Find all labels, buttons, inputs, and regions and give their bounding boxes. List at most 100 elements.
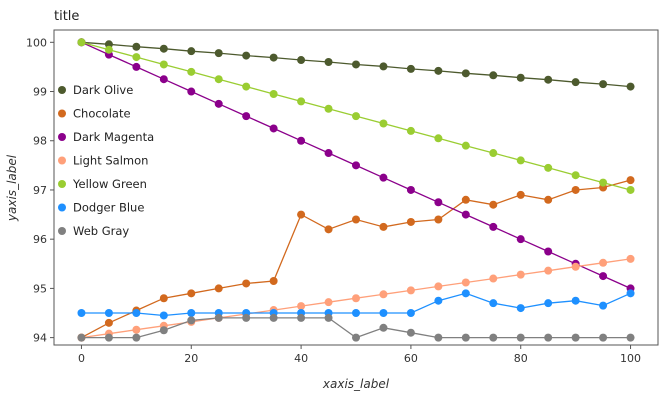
data-point-dodger-blue xyxy=(626,289,635,298)
series-points xyxy=(77,38,635,342)
data-point-dodger-blue xyxy=(104,309,113,318)
data-point-web-gray xyxy=(626,333,635,342)
data-point-light-salmon xyxy=(489,274,498,283)
data-point-yellow-green xyxy=(214,75,223,84)
y-tick-label: 94 xyxy=(33,332,47,345)
data-point-dark-magenta xyxy=(132,62,141,71)
data-point-chocolate xyxy=(269,277,278,286)
data-point-dark-olive xyxy=(214,49,223,58)
legend-label-dark-magenta: Dark Magenta xyxy=(73,130,154,144)
data-point-dodger-blue xyxy=(599,301,608,310)
data-point-dark-olive xyxy=(516,73,525,82)
data-point-web-gray xyxy=(132,333,141,342)
data-point-yellow-green xyxy=(544,163,553,172)
data-point-chocolate xyxy=(297,210,306,219)
data-point-dodger-blue xyxy=(132,309,141,318)
data-point-dark-magenta xyxy=(214,99,223,108)
data-point-dark-magenta xyxy=(379,173,388,182)
data-point-web-gray xyxy=(159,326,168,335)
y-tick-label: 95 xyxy=(33,282,47,295)
legend-swatch-dodger-blue xyxy=(58,203,66,212)
data-point-dodger-blue xyxy=(159,311,168,320)
data-point-web-gray xyxy=(297,313,306,322)
data-point-dark-olive xyxy=(324,57,333,66)
data-point-dark-magenta xyxy=(516,235,525,244)
data-point-dark-olive xyxy=(544,75,553,84)
data-point-dark-magenta xyxy=(324,149,333,158)
data-point-chocolate xyxy=(352,215,360,224)
data-point-dark-magenta xyxy=(352,161,360,170)
data-point-chocolate xyxy=(104,318,113,327)
data-point-dark-olive xyxy=(269,53,278,62)
data-point-dodger-blue xyxy=(489,299,498,308)
data-point-light-salmon xyxy=(297,302,306,311)
data-point-yellow-green xyxy=(242,82,251,91)
data-point-dark-magenta xyxy=(269,124,278,133)
data-point-dark-olive xyxy=(187,47,196,56)
legend-label-light-salmon: Light Salmon xyxy=(73,154,148,168)
data-point-chocolate xyxy=(406,217,415,226)
legend-label-dark-olive: Dark Olive xyxy=(73,83,133,97)
data-point-light-salmon xyxy=(626,254,635,263)
data-point-web-gray xyxy=(242,313,251,322)
data-point-chocolate xyxy=(214,284,223,293)
data-point-yellow-green xyxy=(159,60,168,69)
y-axis-title: yaxis_label xyxy=(5,154,19,222)
x-tick-label: 0 xyxy=(78,352,85,365)
data-point-light-salmon xyxy=(571,262,580,271)
data-point-dark-olive xyxy=(132,42,141,51)
data-point-light-salmon xyxy=(516,270,525,279)
data-point-yellow-green xyxy=(406,126,415,135)
data-point-web-gray xyxy=(489,333,498,342)
data-point-chocolate xyxy=(516,190,525,199)
series-lines xyxy=(81,41,631,339)
data-point-dodger-blue xyxy=(379,309,388,318)
y-tick-label: 97 xyxy=(33,184,47,197)
data-point-dodger-blue xyxy=(77,309,86,318)
data-point-web-gray xyxy=(379,323,388,332)
data-point-web-gray xyxy=(461,333,470,342)
data-point-chocolate xyxy=(379,222,388,231)
legend-label-dodger-blue: Dodger Blue xyxy=(73,201,144,215)
legend: Dark Olive Chocolate Dark Magenta Light Sal… xyxy=(58,83,154,238)
data-point-yellow-green xyxy=(132,53,141,62)
legend-label-chocolate: Chocolate xyxy=(73,107,131,121)
data-point-web-gray xyxy=(104,333,113,342)
legend-label-yellow-green: Yellow Green xyxy=(72,177,147,191)
data-point-dark-magenta xyxy=(242,112,251,121)
chart-title: title xyxy=(54,9,79,24)
x-tick-label: 100 xyxy=(620,352,641,365)
data-point-light-salmon xyxy=(379,290,388,299)
data-point-light-salmon xyxy=(132,325,141,334)
data-point-dodger-blue xyxy=(434,296,443,305)
legend-swatch-dark-olive xyxy=(58,86,66,94)
x-axis-title: xaxis_label xyxy=(322,377,390,391)
data-point-dark-magenta xyxy=(461,210,470,219)
data-point-yellow-green xyxy=(269,89,278,98)
data-point-yellow-green xyxy=(352,112,360,121)
legend-label-web-gray: Web Gray xyxy=(73,224,129,238)
data-point-dark-magenta xyxy=(187,87,196,96)
data-point-web-gray xyxy=(214,313,223,322)
data-point-yellow-green xyxy=(187,67,196,76)
legend-swatch-chocolate xyxy=(58,109,66,118)
data-point-light-salmon xyxy=(461,278,470,287)
y-tick-label: 99 xyxy=(33,86,47,99)
x-tick-label: 40 xyxy=(294,352,308,365)
plot-frame xyxy=(53,29,659,346)
data-point-dark-olive xyxy=(461,69,470,78)
data-point-light-salmon xyxy=(544,266,553,275)
data-point-dark-magenta xyxy=(599,272,608,281)
data-point-dark-olive xyxy=(489,71,498,80)
data-point-dark-olive xyxy=(434,66,443,75)
data-point-yellow-green xyxy=(599,178,608,187)
data-point-dark-magenta xyxy=(544,247,553,256)
data-point-dark-magenta xyxy=(297,136,306,145)
data-point-dark-olive xyxy=(406,64,415,73)
data-point-dark-olive xyxy=(297,56,306,65)
data-point-dodger-blue xyxy=(516,304,525,313)
data-point-light-salmon xyxy=(352,294,360,303)
data-point-dark-olive xyxy=(571,78,580,87)
data-point-web-gray xyxy=(352,333,360,342)
